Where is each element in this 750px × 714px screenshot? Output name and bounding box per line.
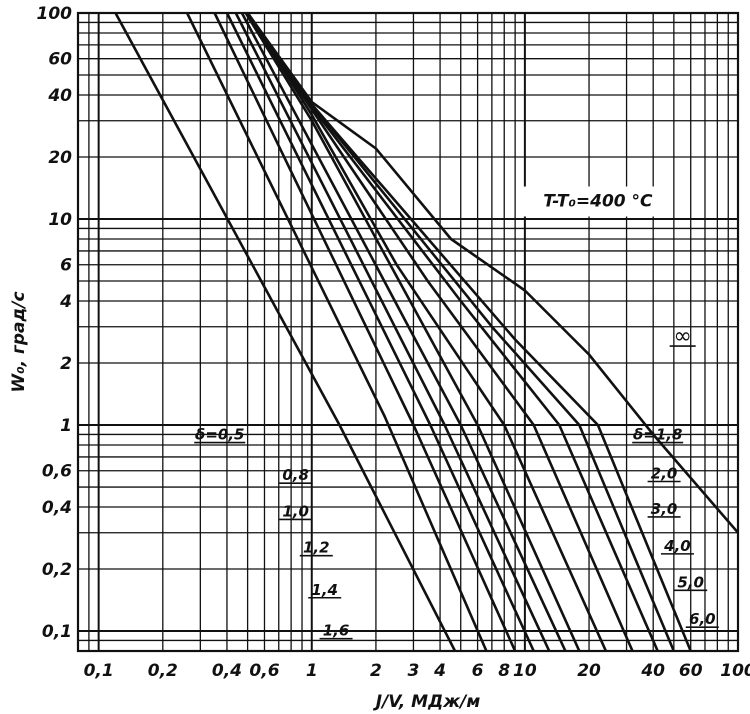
x-tick-label: 3 xyxy=(408,661,420,681)
series-label: 4,0 xyxy=(663,537,691,555)
series-line xyxy=(244,12,581,652)
x-tick-label: 6 xyxy=(472,661,484,681)
y-tick-label: 0,4 xyxy=(42,498,72,518)
y-tick-label: 4 xyxy=(59,292,72,312)
series-line xyxy=(234,12,551,652)
x-tick-label: 4 xyxy=(433,661,446,681)
series-label: 1,6 xyxy=(323,622,350,640)
y-tick-label: 1 xyxy=(60,416,72,436)
y-tick-label: 10 xyxy=(48,210,72,230)
x-tick-label: 8 xyxy=(498,661,510,681)
x-tick-label: 0,1 xyxy=(84,661,114,681)
y-tick-label: 100 xyxy=(37,4,73,24)
grid xyxy=(76,11,740,653)
y-tick-label: 0,2 xyxy=(42,560,72,580)
curves xyxy=(114,12,739,652)
x-tick-label: 10 xyxy=(513,661,537,681)
series-line xyxy=(246,12,608,652)
series-line xyxy=(246,12,739,534)
y-axis-label: W₀, град/с xyxy=(9,291,29,392)
annotation-text: T-T₀=400 °C xyxy=(543,192,653,212)
series-label: ∞ xyxy=(674,324,692,349)
annotation-box xyxy=(522,186,673,217)
series-label: 1,2 xyxy=(303,539,330,557)
y-tick-label: 2 xyxy=(60,354,72,374)
series-label: δ=0,5 xyxy=(195,426,244,444)
series-label: 1,0 xyxy=(282,502,309,520)
y-tick-label: 0,6 xyxy=(42,462,72,482)
series-label: 0,8 xyxy=(282,466,309,484)
y-tick-label: 60 xyxy=(48,50,72,70)
y-tick-label: 6 xyxy=(60,256,72,276)
series-line xyxy=(114,12,457,652)
x-tick-label: 0,6 xyxy=(249,661,279,681)
x-tick-label: 1 xyxy=(306,661,318,681)
series-label: 2,0 xyxy=(651,465,678,483)
x-tick-label: 60 xyxy=(679,661,703,681)
y-tick-label: 0,1 xyxy=(42,622,72,642)
curve-labels: δ=0,5 0,8 1,0 1,2 1,4 1,6 δ=1,8 2,0 3,0 4,0 5,0 6,0… xyxy=(194,324,719,640)
series-label: 1,4 xyxy=(311,581,338,599)
series-label: 3,0 xyxy=(651,500,678,518)
y-tick-label: 20 xyxy=(48,148,72,168)
series-label: 6,0 xyxy=(689,610,716,628)
x-tick-label: 40 xyxy=(640,661,665,681)
tick-labels: 0,10,20,40,6123468102040601000,10,20,40,… xyxy=(37,4,750,681)
x-tick-label: 0,4 xyxy=(212,661,242,681)
plot-frame xyxy=(76,11,740,653)
x-tick-label: 2 xyxy=(370,661,382,681)
series-line xyxy=(240,12,567,652)
x-tick-label: 0,2 xyxy=(148,661,178,681)
series-line xyxy=(185,12,488,652)
series-line xyxy=(213,12,517,652)
x-tick-label: 100 xyxy=(720,661,750,681)
series-label: 5,0 xyxy=(677,573,704,591)
series-line xyxy=(225,12,535,652)
series-label: δ=1,8 xyxy=(633,426,682,444)
x-tick-label: 20 xyxy=(577,661,601,681)
x-axis-label: J/V, МДж/м xyxy=(373,692,481,712)
y-tick-label: 40 xyxy=(47,86,72,106)
